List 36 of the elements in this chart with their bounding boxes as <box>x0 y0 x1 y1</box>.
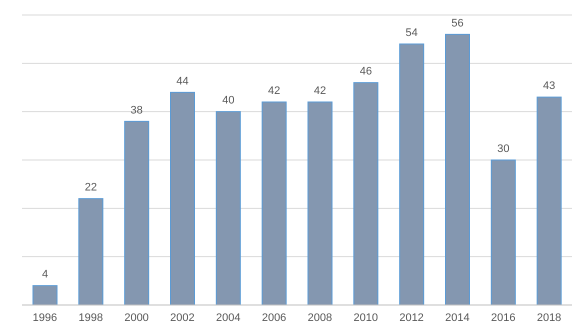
bar <box>399 44 424 305</box>
x-tick-label: 2006 <box>262 312 286 324</box>
data-label: 44 <box>176 75 189 88</box>
bar <box>216 111 241 305</box>
bar <box>170 92 195 305</box>
x-tick-label: 1996 <box>32 312 58 324</box>
bar <box>353 82 378 305</box>
bar <box>445 34 470 305</box>
x-tick-label: 2014 <box>445 312 470 324</box>
bar <box>78 198 104 305</box>
data-label: 4 <box>42 268 48 281</box>
data-label: 42 <box>314 85 326 97</box>
bar <box>308 102 332 305</box>
data-label: 42 <box>268 85 280 97</box>
data-label: 54 <box>406 27 418 39</box>
bar <box>262 102 287 305</box>
data-label: 38 <box>130 104 143 116</box>
x-tick-label: 2010 <box>354 312 378 324</box>
x-tick-label: 2008 <box>308 312 332 324</box>
data-label: 22 <box>84 182 97 194</box>
bar <box>536 96 562 305</box>
x-tick-label: 2018 <box>536 312 562 324</box>
data-label: 43 <box>543 80 556 92</box>
x-tick-label: 1998 <box>78 312 103 324</box>
data-label: 56 <box>451 17 464 30</box>
x-tick-label: 2004 <box>216 312 240 324</box>
data-label: 40 <box>222 94 234 107</box>
x-tick-label: 2012 <box>399 312 424 324</box>
data-label: 46 <box>360 66 372 78</box>
data-label: 30 <box>497 143 510 155</box>
x-tick-label: 2002 <box>170 312 195 324</box>
bar <box>124 120 150 305</box>
bar <box>490 160 516 305</box>
bar <box>32 285 58 305</box>
x-tick-label: 2016 <box>491 312 516 324</box>
x-tick-label: 2000 <box>124 312 149 324</box>
